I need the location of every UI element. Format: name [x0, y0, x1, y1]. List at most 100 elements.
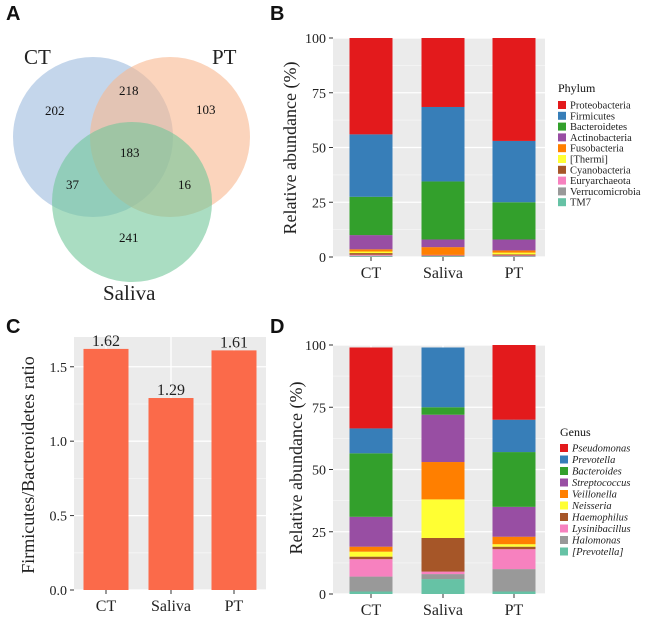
data-label-pt: 1.61: [220, 334, 248, 351]
bar-segment-haemophilus-ct: [349, 556, 393, 560]
bar-segment-lysinibacillus-pt: [492, 549, 536, 570]
legend-swatch-bacteroidetes: [558, 122, 566, 131]
legend-swatch-veillonella: [560, 490, 568, 498]
bar-segment-pseudomonas-ct: [349, 347, 393, 429]
legend-swatch-neisseria: [560, 501, 568, 510]
bar-segment-streptococcus-pt: [492, 506, 536, 537]
legend-title: Phylum: [558, 81, 596, 95]
venn-count-ct-pt: 218: [119, 83, 139, 98]
legend-label-haemophilus: Haemophilus: [571, 513, 628, 524]
bar-segment-proteobacteria-pt: [492, 38, 536, 141]
y-axis-label: Firmicutes/Bacteroidetes ratio: [18, 356, 38, 573]
legend-label-actinobacteria: Actinobacteria: [570, 133, 632, 144]
bar-segment-prevotella-saliva: [421, 579, 465, 594]
legend-label-fusobacteria: Fusobacteria: [570, 144, 624, 155]
bar-segment-tm7-ct: [349, 256, 393, 257]
bar-segment-firmicutes-saliva: [421, 106, 465, 182]
legend: Genus PseudomonasPrevotellaBacteroidesStr…: [560, 425, 631, 558]
legend-label-streptococcus: Streptococcus: [572, 478, 631, 489]
legend-label-thermi: [Thermi]: [570, 155, 608, 166]
legend-label-tm7: TM7: [570, 198, 591, 209]
venn-diagram: CT PT Saliva 202 218 103 183 37 16 241: [13, 45, 250, 305]
legend-label-bacteroidetes: Bacteroidetes: [570, 122, 627, 133]
legend-label-bacteroides: Bacteroides: [572, 467, 622, 478]
bar-segment-veillonella-ct: [349, 546, 393, 552]
legend-swatch-proteobacteria: [558, 101, 566, 109]
bar-segment-cyanobacteria-saliva: [421, 254, 465, 256]
data-label-saliva: 1.29: [157, 382, 185, 399]
bar-segment-neisseria-pt: [492, 544, 536, 547]
y-tick-label: 100: [305, 339, 326, 354]
legend: Phylum ProteobacteriaFirmicutesBacteroide…: [558, 81, 641, 209]
venn-label-ct: CT: [24, 45, 51, 69]
venn-count-ct-saliva: 37: [66, 177, 80, 192]
legend-swatch-haemophilus: [560, 513, 568, 521]
bar-segment-prevotella-pt: [492, 591, 536, 594]
bar-segment-fusobacteria-saliva: [421, 247, 465, 255]
legend-swatch-tm7: [558, 198, 566, 207]
bar-segment-streptococcus-saliva: [421, 414, 465, 463]
bar-segment-halomonas-saliva: [421, 574, 465, 580]
bar-segment-haemophilus-pt: [492, 546, 536, 550]
bar-segment-prevotella-ct: [349, 428, 393, 454]
bar-segment-bacteroidetes-saliva: [421, 181, 465, 240]
bar-segment-verrucomicrobia-ct: [349, 255, 393, 257]
legend-swatch-firmicutes: [558, 111, 566, 120]
y-axis-label: Relative abundance (%): [280, 62, 301, 235]
y-tick-label: 1.5: [50, 361, 68, 376]
x-tick-label-pt: PT: [505, 265, 524, 282]
legend-label-halomonas: Halomonas: [571, 536, 620, 547]
legend-label-prevotella: [Prevotella]: [572, 547, 624, 558]
bar-segment-tm7-saliva: [421, 256, 465, 257]
venn-count-pt-only: 103: [196, 102, 216, 117]
legend-label-prevotella: Prevotella: [571, 455, 615, 466]
bar-saliva: [148, 398, 194, 590]
bar-segment-pseudomonas-pt: [492, 345, 536, 420]
bar-segment-cyanobacteria-pt: [492, 254, 536, 256]
bar-segment-euryarchaeota-pt: [492, 255, 536, 257]
bar-segment-fusobacteria-pt: [492, 250, 536, 253]
venn-label-saliva: Saliva: [103, 281, 156, 305]
bar-segment-bacteroides-pt: [492, 452, 536, 507]
bar-segment-actinobacteria-ct: [349, 235, 393, 250]
legend-label-pseudomonas: Pseudomonas: [571, 444, 630, 455]
panel-label-a: A: [6, 3, 20, 25]
x-tick-label-saliva: Saliva: [151, 598, 191, 615]
bar-segment-neisseria-saliva: [421, 499, 465, 538]
legend-label-lysinibacillus: Lysinibacillus: [571, 524, 631, 535]
bar-segment-actinobacteria-pt: [492, 239, 536, 251]
venn-count-saliva-only: 241: [119, 230, 139, 245]
y-tick-label: 75: [312, 401, 326, 416]
bar-segment-prevotella-pt: [492, 419, 536, 453]
legend-label-firmicutes: Firmicutes: [570, 111, 615, 122]
bar-segment-firmicutes-ct: [349, 134, 393, 197]
bar-segment-thermi-ct: [349, 251, 393, 254]
bar-segment-streptococcus-ct: [349, 516, 393, 547]
legend-label-euryarchaeota: Euryarchaeota: [570, 176, 631, 187]
y-tick-label: 0: [319, 251, 326, 266]
x-tick-label-pt: PT: [225, 598, 244, 615]
panel-label-c: C: [6, 316, 20, 338]
panel-label-d: D: [270, 316, 284, 338]
bar-ct: [83, 348, 129, 590]
legend-label-veillonella: Veillonella: [572, 490, 617, 501]
legend-swatch-thermi: [558, 155, 566, 163]
x-tick-label-ct: CT: [361, 602, 382, 619]
legend-swatch-euryarchaeota: [558, 176, 566, 185]
y-tick-label: 25: [312, 196, 326, 211]
x-tick-label-ct: CT: [361, 265, 382, 282]
bar-segment-lysinibacillus-ct: [349, 559, 393, 577]
bar-segment-bacteroidetes-pt: [492, 202, 536, 240]
data-label-ct: 1.62: [92, 333, 120, 350]
bar-segment-bacteroidetes-ct: [349, 196, 393, 236]
legend-title: Genus: [560, 425, 591, 439]
bar-segment-proteobacteria-ct: [349, 38, 393, 135]
legend-label-neisseria: Neisseria: [571, 501, 612, 512]
legend-label-proteobacteria: Proteobacteria: [570, 101, 631, 112]
panel-label-b: B: [270, 3, 284, 25]
y-tick-label: 0.5: [50, 510, 68, 525]
bar-segment-haemophilus-saliva: [421, 537, 465, 572]
chart-genus-abundance: 0 25 50 75 100 CT Saliva PT Relative abundance (…: [286, 339, 631, 619]
x-tick-label-pt: PT: [505, 602, 524, 619]
y-tick-label: 50: [312, 142, 326, 157]
